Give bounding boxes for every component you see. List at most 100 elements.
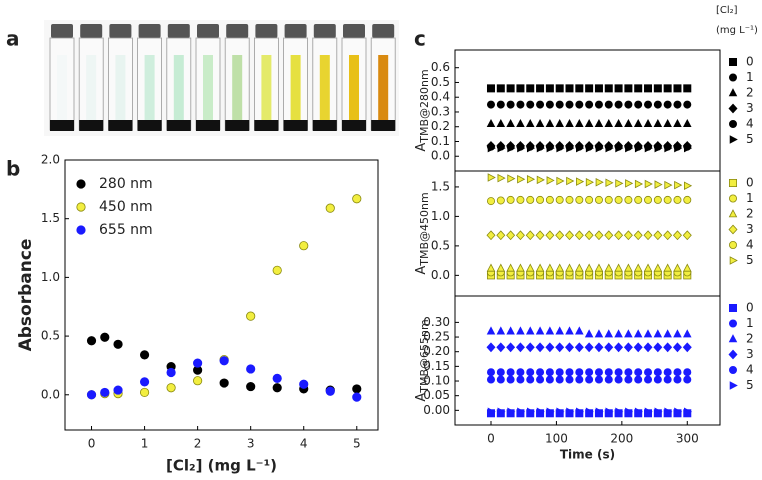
data-point (526, 407, 536, 417)
data-point (545, 375, 554, 384)
vial-base (342, 120, 366, 131)
x-tick-label: 300 (676, 432, 699, 446)
data-point (516, 195, 525, 204)
legend-marker (729, 365, 738, 374)
data-point (674, 143, 683, 153)
y-tick-label: 0.3 (431, 104, 450, 118)
legend-label: 4 (746, 117, 754, 131)
data-point (352, 384, 362, 394)
data-point (654, 407, 663, 417)
data-point (272, 383, 282, 393)
data-point (545, 342, 555, 353)
data-point (556, 407, 565, 417)
data-point (556, 176, 565, 186)
data-point (663, 195, 672, 204)
data-point (594, 329, 604, 338)
data-point (166, 383, 176, 393)
data-point (526, 84, 535, 93)
vial-base (312, 120, 337, 131)
x-tick-label: 0 (487, 432, 495, 446)
data-point (594, 84, 603, 93)
data-point (536, 84, 545, 93)
data-point (193, 376, 203, 386)
data-point (673, 84, 682, 93)
data-point (653, 375, 662, 384)
data-point (594, 375, 603, 384)
data-point (555, 195, 564, 204)
data-point (536, 143, 545, 153)
y-axis-label-main: A (414, 266, 429, 275)
data-point (555, 263, 564, 272)
vial-cap (109, 24, 132, 38)
legend-label: 4 (746, 238, 754, 252)
data-point (585, 100, 594, 109)
vial-base (283, 120, 308, 131)
data-point (536, 375, 545, 384)
data-point (674, 407, 683, 417)
vial-liquid (232, 55, 243, 120)
data-point (683, 100, 692, 109)
data-point (535, 342, 545, 353)
data-point (673, 368, 682, 377)
data-point (486, 342, 496, 353)
y-tick-label: 0.1 (431, 134, 450, 148)
data-point (166, 367, 176, 378)
data-point (566, 143, 575, 153)
data-point (634, 100, 643, 109)
data-point (584, 118, 594, 128)
data-point (624, 263, 633, 272)
vial-cap (372, 24, 395, 38)
data-point (653, 195, 662, 204)
legend-marker (729, 194, 738, 203)
data-point (585, 84, 594, 93)
data-point (139, 377, 150, 387)
data-point (595, 407, 604, 417)
data-point (574, 342, 584, 353)
y-tick-label: 0.4 (431, 90, 450, 104)
data-point (604, 375, 613, 384)
x-tick-label: 200 (610, 432, 633, 446)
data-point (575, 368, 584, 377)
legend-label: 2 (746, 86, 754, 100)
data-point (526, 375, 535, 384)
data-point (246, 381, 256, 392)
legend-marker (729, 256, 738, 265)
data-point (496, 342, 506, 353)
data-point (299, 379, 309, 389)
data-point (565, 342, 575, 353)
data-point (497, 407, 506, 417)
data-point (86, 390, 97, 400)
data-point (575, 118, 584, 128)
data-point (506, 100, 515, 109)
data-point (555, 375, 564, 384)
vial-liquid (319, 55, 330, 120)
legend-marker (76, 202, 86, 212)
data-point (507, 143, 516, 153)
data-point (506, 195, 515, 204)
data-point (643, 329, 653, 338)
data-point (515, 342, 525, 353)
data-point (643, 342, 653, 353)
data-point (633, 342, 643, 353)
data-point (525, 118, 535, 128)
legend-title: [Cl₂] (716, 5, 738, 16)
data-point (555, 230, 565, 241)
data-point (595, 177, 604, 187)
y-axis-label-sub: TMB@655nm (418, 319, 431, 393)
x-axis-label: Time (s) (560, 448, 615, 462)
data-point (594, 100, 603, 109)
vial-liquid (349, 55, 359, 120)
data-point (683, 368, 692, 377)
data-point (545, 84, 554, 93)
y-tick-label: 0.20 (423, 344, 450, 358)
legend-label: 280 nm (99, 176, 153, 192)
data-point (624, 195, 633, 204)
data-point (644, 375, 653, 384)
vial-cap (226, 24, 249, 38)
data-point (663, 375, 672, 384)
y-axis-label: Absorbance (16, 239, 36, 352)
data-point (663, 118, 672, 128)
legend-marker (728, 334, 738, 343)
data-point (584, 230, 594, 241)
y-axis-label-main: A (414, 143, 429, 152)
